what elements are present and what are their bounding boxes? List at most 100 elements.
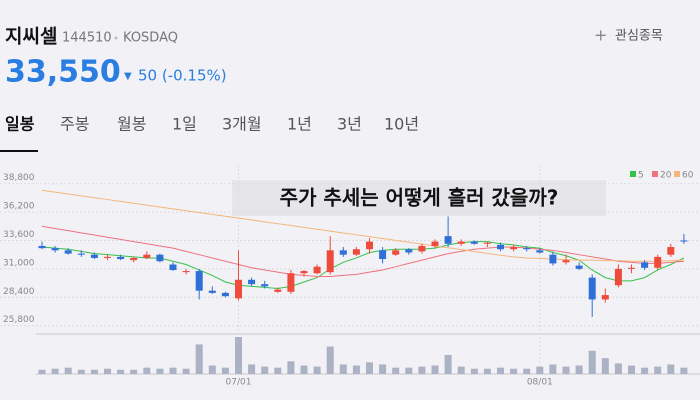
candle-body — [510, 247, 518, 250]
volume-bar — [77, 369, 85, 374]
volume-bar — [444, 354, 452, 374]
volume-bar — [221, 367, 229, 374]
candle-body — [366, 241, 373, 250]
volume-bar — [405, 367, 413, 374]
volume-bar — [379, 364, 387, 374]
volume-bar — [130, 369, 138, 374]
candle-body — [90, 254, 98, 258]
legend-swatch — [652, 171, 658, 177]
down-arrow: ▼ — [124, 71, 132, 82]
candle-body — [169, 264, 177, 270]
legend-label: 5 — [638, 171, 644, 181]
market: KOSDAQ — [123, 31, 178, 46]
volume-bar — [588, 350, 596, 374]
annotation-box — [232, 180, 606, 216]
candle-body — [156, 254, 164, 262]
candle-body — [654, 256, 662, 268]
stock-name: 지씨셀 — [5, 26, 57, 48]
volume-bar — [248, 364, 256, 374]
volume-bar — [366, 362, 373, 374]
tab[interactable]: 월봉 — [117, 115, 146, 134]
y-tick-label: 28,400 — [3, 287, 35, 297]
volume-bar — [352, 365, 360, 374]
candle-body — [182, 271, 190, 273]
volume-bar — [143, 367, 151, 374]
candle-body — [667, 247, 675, 255]
separator — [114, 36, 118, 40]
legend-swatch — [630, 171, 636, 177]
candle-body — [680, 240, 688, 242]
candle-body — [392, 250, 400, 255]
moving-average — [41, 241, 685, 290]
volume-bar — [614, 363, 622, 374]
candle-body — [287, 273, 295, 292]
volume-bar — [575, 365, 583, 374]
candle-body — [601, 295, 609, 300]
candle-body — [248, 279, 256, 285]
tab[interactable]: 1년 — [287, 115, 312, 134]
volume-bar — [300, 365, 308, 374]
volume-bar — [169, 367, 177, 374]
candle-body — [313, 266, 321, 274]
candle-body — [497, 244, 504, 250]
volume-bar — [313, 366, 321, 374]
volume-bar — [156, 368, 164, 374]
tab[interactable]: 일봉 — [5, 115, 35, 134]
volume-bar — [641, 367, 649, 374]
candle-body — [457, 241, 465, 244]
candle-body — [300, 271, 308, 274]
tab[interactable]: 1일 — [172, 115, 197, 134]
candle-body — [38, 245, 46, 249]
y-tick-label: 38,800 — [3, 173, 35, 183]
volume-bar — [654, 366, 662, 374]
candle-body — [575, 265, 583, 269]
volume-bar — [392, 367, 400, 374]
volume-bar — [418, 366, 426, 374]
volume-bar — [287, 361, 295, 374]
tab[interactable]: 주봉 — [60, 115, 89, 134]
volume-bar — [667, 364, 675, 374]
price-change: 50 (-0.15%) — [138, 67, 227, 85]
volume-bar — [117, 369, 125, 374]
volume-bar — [339, 364, 347, 374]
volume-bar — [195, 344, 203, 374]
y-tick-label: 31,000 — [3, 258, 35, 268]
candle-body — [536, 250, 544, 253]
volume-bar — [208, 365, 216, 374]
plus-icon[interactable]: + — [594, 26, 607, 45]
tab[interactable]: 10년 — [384, 115, 419, 134]
candle-body — [221, 292, 229, 297]
volume-bar — [628, 365, 635, 374]
candle-body — [261, 284, 269, 287]
candle-body — [379, 250, 387, 260]
volume-bar — [497, 367, 504, 374]
volume-bar — [326, 346, 334, 374]
candle-body — [104, 256, 111, 258]
legend-label: 20 — [660, 171, 672, 181]
candle-body — [326, 250, 334, 273]
candle-body — [523, 248, 531, 250]
legend-swatch — [674, 171, 680, 177]
watch-button[interactable]: 관심종목 — [615, 29, 663, 44]
candle-body — [117, 256, 125, 260]
tabs: 일봉 주봉 월봉 1일 3개월 1년 3년 10년 — [5, 115, 419, 134]
moving-average — [41, 189, 684, 262]
volume-bar — [274, 367, 282, 374]
volume-bar — [51, 368, 59, 374]
candle-body — [195, 271, 203, 291]
candle-body — [588, 277, 596, 300]
volume-bar — [235, 337, 242, 374]
volume-bar — [562, 366, 570, 374]
tab-underline — [0, 150, 38, 152]
candle-body — [405, 249, 413, 253]
x-tick-label: 08/01 — [527, 378, 553, 388]
volume-bar — [38, 369, 46, 374]
candle-body — [339, 250, 347, 255]
volume-bar — [523, 368, 531, 374]
tab[interactable]: 3개월 — [222, 115, 262, 134]
candle-body — [444, 236, 452, 244]
tab[interactable]: 3년 — [337, 115, 362, 134]
candle-body — [470, 241, 478, 244]
